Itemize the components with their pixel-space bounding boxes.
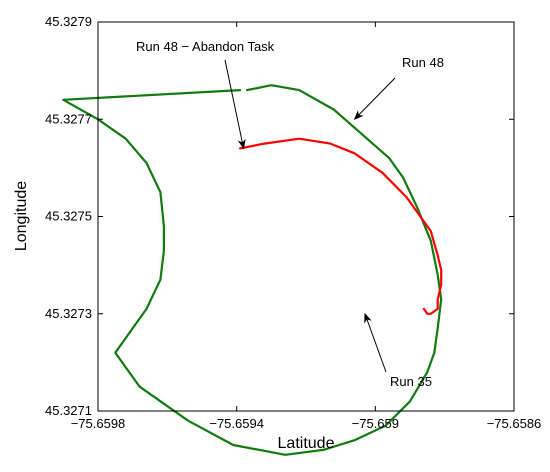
annotations: Run 48 − Abandon Task Run 48 Run 35 xyxy=(136,39,444,389)
y-tick-label: 45.3275 xyxy=(45,209,92,224)
x-tick-label: −75.659 xyxy=(352,416,399,431)
y-tick-label: 45.3277 xyxy=(45,111,92,126)
y-tick-label: 45.3279 xyxy=(45,14,92,29)
x-tick-label: −75.6598 xyxy=(71,416,126,431)
x-tick-label: −75.6594 xyxy=(209,416,264,431)
chart-marks xyxy=(62,84,443,456)
series-line-run-48 xyxy=(239,137,443,315)
annotation-label: Run 48 xyxy=(402,55,444,70)
x-axis-title: Latitude xyxy=(278,435,335,452)
series-line-run-35 xyxy=(62,84,443,456)
annotation-arrow xyxy=(224,59,246,150)
annotation-arrow xyxy=(364,312,387,373)
y-tick-label: 45.3273 xyxy=(45,306,92,321)
axis-ticks: −75.6598 −75.6594 −75.659 −75.6586 45.3271 45… xyxy=(45,14,541,431)
annotation-label: Run 48 − Abandon Task xyxy=(136,39,275,54)
x-tick-label: −75.6586 xyxy=(487,416,542,431)
annotation-arrow xyxy=(353,77,396,120)
y-tick-label: 45.3271 xyxy=(45,403,92,418)
y-axis-title: Longitude xyxy=(13,181,30,251)
annotation-label: Run 35 xyxy=(390,374,432,389)
